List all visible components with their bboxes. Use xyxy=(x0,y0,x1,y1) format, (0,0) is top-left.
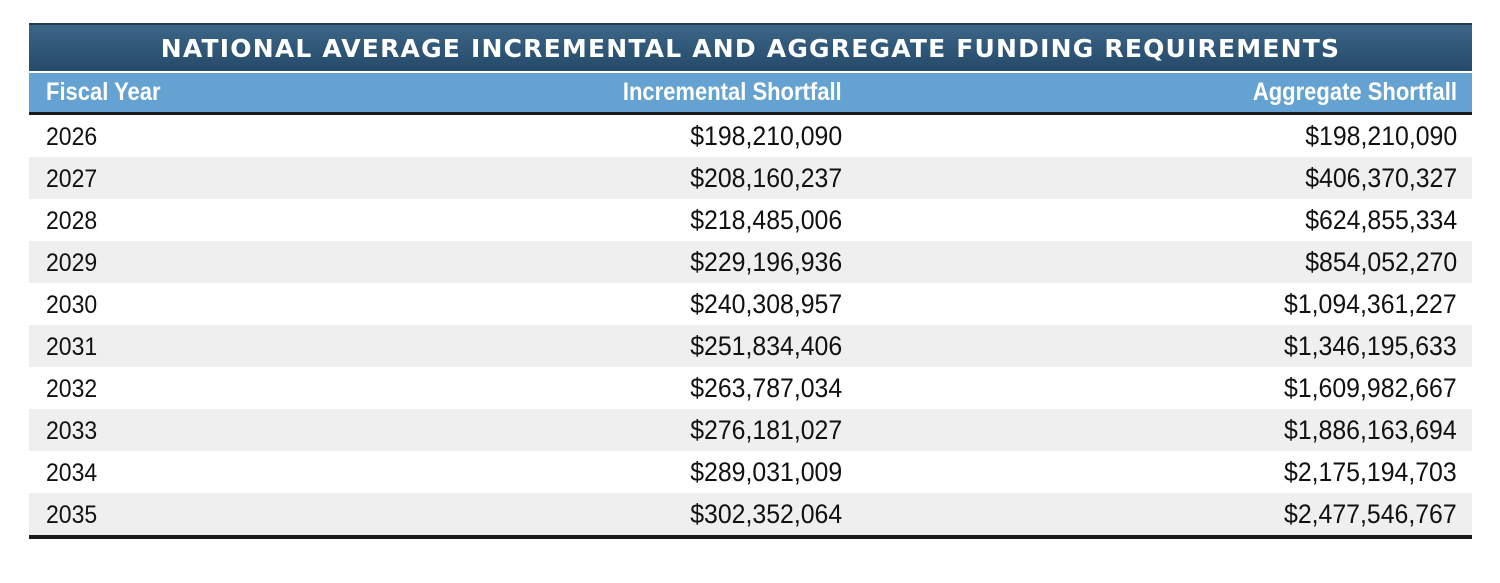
cell-aggregate-shortfall: $854,052,270 xyxy=(1305,246,1457,277)
table-row: 2030 $240,308,957 $1,094,361,227 xyxy=(29,283,1472,325)
cell-fiscal-year: 2026 xyxy=(46,122,98,151)
cell-incremental-shortfall: $240,308,957 xyxy=(690,288,842,319)
cell-incremental-shortfall: $198,210,090 xyxy=(690,120,842,151)
table-title: NATIONAL AVERAGE INCREMENTAL AND AGGREGA… xyxy=(29,23,1472,71)
cell-incremental-shortfall: $218,485,006 xyxy=(690,204,842,235)
table-body: 2026 $198,210,090 $198,210,090 2027 $208… xyxy=(29,115,1472,535)
table-title-text: NATIONAL AVERAGE INCREMENTAL AND AGGREGA… xyxy=(160,33,1341,63)
cell-aggregate-shortfall: $1,886,163,694 xyxy=(1284,414,1457,445)
cell-incremental-shortfall: $302,352,064 xyxy=(690,498,842,529)
cell-fiscal-year: 2028 xyxy=(46,206,98,235)
table-row: 2027 $208,160,237 $406,370,327 xyxy=(29,157,1472,199)
funding-requirements-table: NATIONAL AVERAGE INCREMENTAL AND AGGREGA… xyxy=(29,23,1472,539)
cell-fiscal-year: 2032 xyxy=(46,374,98,403)
table-row: 2029 $229,196,936 $854,052,270 xyxy=(29,241,1472,283)
table-row: 2035 $302,352,064 $2,477,546,767 xyxy=(29,493,1472,535)
header-aggregate-shortfall: Aggregate Shortfall xyxy=(842,78,1472,107)
cell-incremental-shortfall: $251,834,406 xyxy=(690,330,842,361)
header-incremental-shortfall: Incremental Shortfall xyxy=(249,78,842,107)
table-row: 2034 $289,031,009 $2,175,194,703 xyxy=(29,451,1472,493)
cell-fiscal-year: 2034 xyxy=(46,458,98,487)
cell-aggregate-shortfall: $198,210,090 xyxy=(1305,120,1457,151)
cell-aggregate-shortfall: $406,370,327 xyxy=(1305,162,1457,193)
cell-aggregate-shortfall: $1,609,982,667 xyxy=(1284,372,1457,403)
table-bottom-rule xyxy=(29,535,1472,539)
cell-incremental-shortfall: $276,181,027 xyxy=(690,414,842,445)
table-header-row: Fiscal Year Incremental Shortfall Aggreg… xyxy=(29,71,1472,115)
cell-incremental-shortfall: $289,031,009 xyxy=(690,456,842,487)
cell-aggregate-shortfall: $2,175,194,703 xyxy=(1284,456,1457,487)
cell-aggregate-shortfall: $2,477,546,767 xyxy=(1284,498,1457,529)
header-aggregate-shortfall-label: Aggregate Shortfall xyxy=(1252,78,1457,106)
table-row: 2028 $218,485,006 $624,855,334 xyxy=(29,199,1472,241)
header-fiscal-year-label: Fiscal Year xyxy=(46,78,161,106)
cell-incremental-shortfall: $229,196,936 xyxy=(690,246,842,277)
cell-fiscal-year: 2031 xyxy=(46,332,98,361)
cell-fiscal-year: 2033 xyxy=(46,416,98,445)
cell-aggregate-shortfall: $624,855,334 xyxy=(1305,204,1457,235)
cell-fiscal-year: 2035 xyxy=(46,500,98,529)
header-incremental-shortfall-label: Incremental Shortfall xyxy=(623,78,842,106)
table-row: 2033 $276,181,027 $1,886,163,694 xyxy=(29,409,1472,451)
cell-incremental-shortfall: $263,787,034 xyxy=(690,372,842,403)
cell-fiscal-year: 2029 xyxy=(46,248,98,277)
cell-fiscal-year: 2027 xyxy=(46,164,98,193)
cell-fiscal-year: 2030 xyxy=(46,290,98,319)
cell-incremental-shortfall: $208,160,237 xyxy=(690,162,842,193)
cell-aggregate-shortfall: $1,094,361,227 xyxy=(1284,288,1457,319)
header-fiscal-year: Fiscal Year xyxy=(29,78,249,107)
cell-aggregate-shortfall: $1,346,195,633 xyxy=(1284,330,1457,361)
table-row: 2031 $251,834,406 $1,346,195,633 xyxy=(29,325,1472,367)
table-row: 2032 $263,787,034 $1,609,982,667 xyxy=(29,367,1472,409)
table-row: 2026 $198,210,090 $198,210,090 xyxy=(29,115,1472,157)
